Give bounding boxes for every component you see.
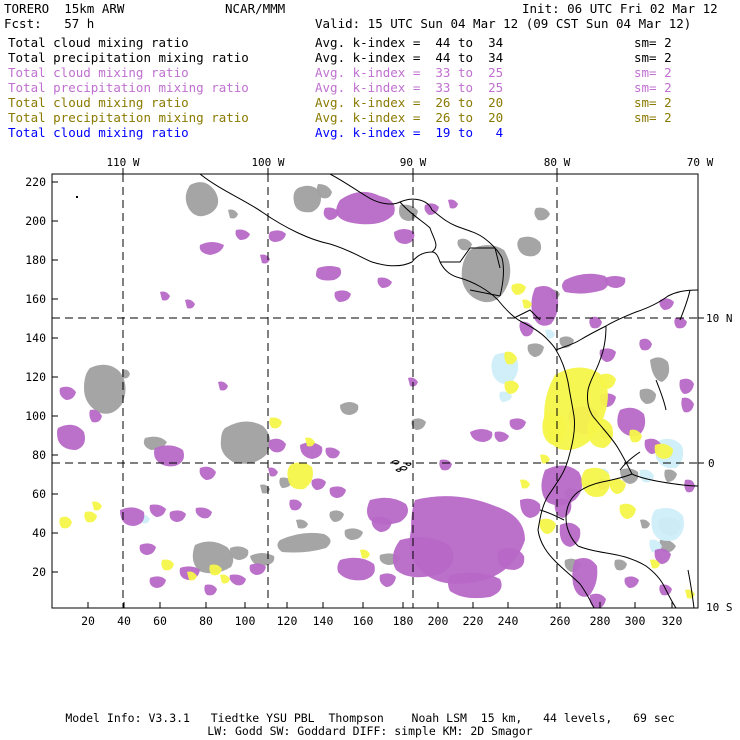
y-tick-label: 180	[25, 253, 46, 267]
y-tick-label: 60	[32, 487, 46, 501]
legend-label: Total cloud mixing ratio	[8, 65, 189, 80]
x-tick-label: 20	[81, 614, 95, 628]
cloud-field-yellow	[59, 283, 695, 599]
island-dot	[76, 196, 78, 198]
lon-label-70w: 70 W	[687, 156, 714, 169]
organization-label: NCAR/MMM	[225, 1, 286, 16]
y-tick-label: 120	[25, 370, 46, 384]
legend-smoothing: sm= 2	[634, 95, 672, 110]
y-tick-label: 80	[32, 448, 46, 462]
y-tick-label: 40	[32, 526, 46, 540]
lat-label-10s: 10 S	[706, 601, 733, 614]
x-tick-label: 80	[199, 614, 213, 628]
y-tick-label: 20	[32, 565, 46, 579]
valid-time: Valid: 15 UTC Sun 04 Mar 12 (09 CST Sun …	[315, 16, 692, 31]
latlon-grid	[52, 174, 698, 608]
forecast-hour: Fcst: 57 h	[4, 16, 95, 31]
legend-smoothing: sm= 2	[634, 50, 672, 65]
x-tick-label: 220	[463, 614, 484, 628]
x-tick-label: 280	[590, 614, 611, 628]
legend-smoothing: sm= 2	[634, 80, 672, 95]
legend-label: Total precipitation mixing ratio	[8, 110, 249, 125]
legend-label: Total cloud mixing ratio	[8, 35, 189, 50]
y-tick-label: 140	[25, 331, 46, 345]
legend-kindex: Avg. k-index = 44 to 34	[315, 50, 504, 65]
map-frame	[51, 173, 699, 609]
x-tick-label: 300	[625, 614, 646, 628]
legend-smoothing: sm= 2	[634, 35, 672, 50]
coastlines	[199, 174, 698, 608]
x-tick-label: 180	[393, 614, 414, 628]
model-info-line1: Model Info: V3.3.1 Tiedtke YSU PBL Thomp…	[65, 711, 675, 725]
init-time: Init: 06 UTC Fri 02 Mar 12	[522, 1, 718, 16]
lon-label-90w: 90 W	[400, 156, 427, 169]
x-tick-label: 140	[313, 614, 334, 628]
axis-ticks	[52, 168, 704, 608]
x-tick-label: 40	[117, 614, 131, 628]
lon-label-100w: 100 W	[251, 156, 284, 169]
galapagos-islands	[391, 460, 412, 472]
lat-label-0: 0	[708, 457, 715, 470]
legend-label: Total cloud mixing ratio	[8, 125, 189, 140]
model-info-line2: LW: Godd SW: Goddard DIFF: simple KM: 2D…	[207, 724, 533, 738]
lat-label-10n: 10 N	[706, 312, 733, 325]
legend-kindex: Avg. k-index = 26 to 20	[315, 95, 504, 110]
x-tick-label: 60	[153, 614, 167, 628]
lon-label-110w: 110 W	[106, 156, 139, 169]
x-tick-label: 100	[235, 614, 256, 628]
legend-kindex: Avg. k-index = 19 to 4	[315, 125, 504, 140]
legend-smoothing: sm= 2	[634, 65, 672, 80]
x-tick-label: 200	[428, 614, 449, 628]
legend-kindex: Avg. k-index = 44 to 34	[315, 35, 504, 50]
model-title: TORERO 15km ARW	[4, 1, 125, 16]
legend-label: Total precipitation mixing ratio	[8, 80, 249, 95]
lon-label-80w: 80 W	[544, 156, 571, 169]
y-tick-label: 160	[25, 292, 46, 306]
x-tick-label: 320	[662, 614, 683, 628]
x-tick-label: 120	[277, 614, 298, 628]
y-tick-label: 220	[25, 175, 46, 189]
x-tick-label: 160	[353, 614, 374, 628]
y-tick-label: 200	[25, 214, 46, 228]
legend-smoothing: sm= 2	[634, 110, 672, 125]
legend-kindex: Avg. k-index = 33 to 25	[315, 80, 504, 95]
x-tick-label: 240	[498, 614, 519, 628]
x-tick-label: 260	[550, 614, 571, 628]
legend-label: Total cloud mixing ratio	[8, 95, 189, 110]
y-tick-label: 100	[25, 409, 46, 423]
legend-kindex: Avg. k-index = 33 to 25	[315, 65, 504, 80]
legend-label: Total precipitation mixing ratio	[8, 50, 249, 65]
legend-kindex: Avg. k-index = 26 to 20	[315, 110, 504, 125]
